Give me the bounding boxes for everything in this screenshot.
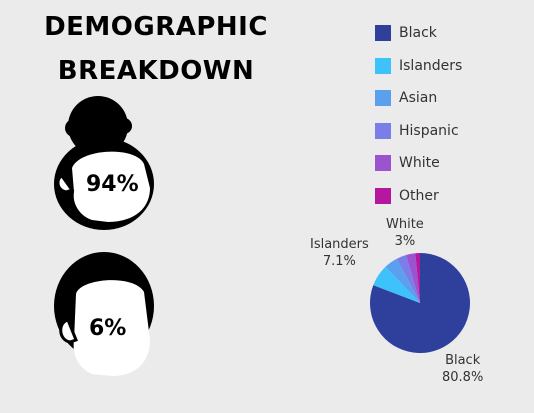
man-percentage: 6% <box>89 316 127 341</box>
pie-label-white: White 3% <box>386 216 424 250</box>
legend-label-other: Other <box>399 187 439 204</box>
page-title-line-2: BREAKDOWN <box>57 56 255 86</box>
pie-slice-other <box>415 253 420 303</box>
pie-slice-islanders <box>373 266 420 303</box>
woman-percentage: 94% <box>86 172 139 197</box>
legend-label-hispanic: Hispanic <box>399 122 459 139</box>
legend-item-black: Black <box>375 24 462 42</box>
man-head-icon <box>54 252 154 376</box>
pie-label-black-value: 80.8% <box>442 370 484 385</box>
pie-label-islanders-name: Islanders <box>310 237 369 252</box>
legend-item-islanders: Islanders <box>375 57 462 75</box>
page-title-line-1: DEMOGRAPHIC <box>44 12 268 42</box>
legend-label-islanders: Islanders <box>399 57 463 74</box>
legend-label-black: Black <box>399 25 437 41</box>
pie-slice-white <box>406 253 420 303</box>
pie-slice-asian <box>385 258 420 303</box>
legend-item-asian: Asian <box>375 89 462 107</box>
legend-item-other: Other <box>375 187 462 205</box>
legend-swatch-white <box>375 155 391 172</box>
legend-swatch-black <box>375 25 391 41</box>
legend-label-white: White <box>399 155 440 172</box>
legend-swatch-hispanic <box>375 122 391 139</box>
pie-slice-hispanic <box>396 254 420 303</box>
pie-chart <box>370 253 470 353</box>
legend-swatch-other <box>375 187 391 204</box>
woman-head-icon <box>54 96 154 230</box>
pie-label-islanders-value: 7.1% <box>322 254 356 269</box>
pie-label-black-name: Black <box>445 353 481 368</box>
pie-label-white-value: 3% <box>394 234 416 249</box>
legend-item-hispanic: Hispanic <box>375 122 462 140</box>
legend-item-white: White <box>375 154 462 172</box>
legend-swatch-islanders <box>375 57 391 74</box>
legend-label-asian: Asian <box>399 90 438 107</box>
chart-legend: Black Islanders Asian Hispanic White Oth… <box>375 24 462 220</box>
pie-label-white-name: White <box>386 217 424 232</box>
pie-label-islanders: Islanders 7.1% <box>310 236 369 270</box>
legend-swatch-asian <box>375 90 391 107</box>
pie-label-black: Black 80.8% <box>442 352 483 386</box>
